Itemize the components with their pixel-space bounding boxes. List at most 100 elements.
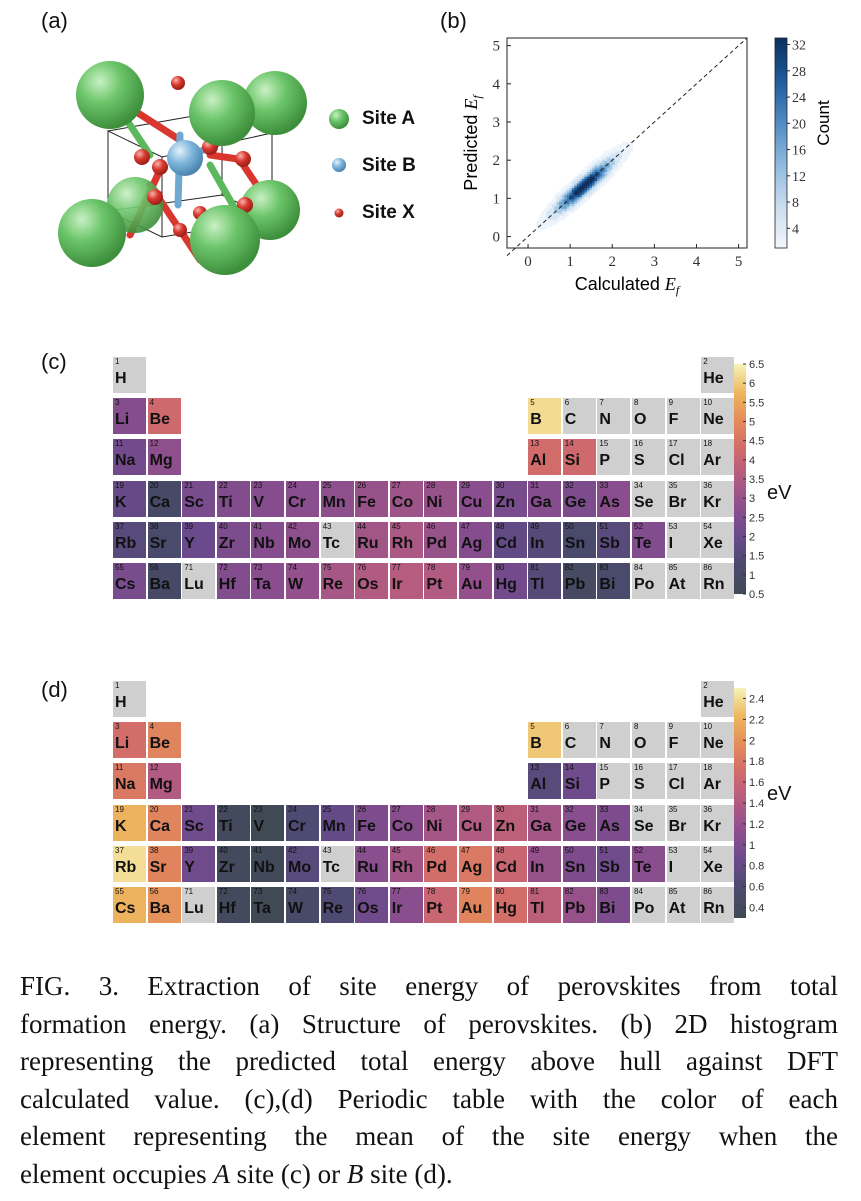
atomic-number: 21 [184,804,194,814]
histogram-bin [594,160,598,163]
histogram-bin [612,153,616,156]
histogram-bin [594,164,598,168]
histogram-bin [546,206,550,209]
element-symbol: At [668,900,686,917]
histogram-bin [624,141,628,145]
histogram-bin [617,144,621,147]
histogram-bin [612,146,616,150]
histogram-bin [584,169,588,173]
atomic-number: 1 [115,681,120,690]
histogram-bin [604,176,608,179]
element-symbol: Ni [426,493,443,511]
histogram-bin [599,162,603,166]
histogram-bin [576,185,580,189]
element-symbol: Ar [703,452,721,470]
y-tick-label: 3 [493,115,501,131]
histogram-bin [556,212,560,216]
histogram-bin [612,173,616,177]
element-cell-ne: 10 Ne [701,722,735,759]
element-symbol: Sr [149,534,167,552]
element-cell-sr: 38 Sr [147,521,181,558]
element-cell-he: 2 He [701,357,735,393]
element-cell-cd: 48 Cd [493,521,527,558]
panel-d-label: (d) [41,677,68,702]
element-symbol: Pt [426,576,443,593]
histogram-bin [536,219,540,223]
histogram-bin [599,176,603,179]
histogram-bin [556,206,560,209]
element-symbol: Zn [495,817,516,835]
element-cell-xe: 54 Xe [701,845,735,882]
histogram-bin [561,199,565,202]
atomic-number: 76 [357,887,367,896]
histogram-bin [576,178,580,182]
element-symbol: Ge [564,493,587,511]
histogram-bin [559,199,563,202]
histogram-bin [546,210,550,214]
histogram-bin [589,192,593,195]
histogram-bin [579,183,583,186]
atomic-number: 73 [253,563,263,572]
atomic-number: 79 [461,563,470,572]
element-symbol: Pd [426,858,447,876]
site-x-icon [334,208,344,218]
histogram-bin [559,215,563,218]
histogram-bin [599,171,603,175]
element-cell-co: 27 Co [389,480,423,517]
element-cell-au: 79 Au [459,887,492,923]
atomic-number: 27 [391,804,401,814]
histogram-bin [579,180,583,184]
atomic-number: 2 [703,681,708,690]
legend-site-a: Site A [362,108,416,129]
perovskite-structure [58,61,307,275]
histogram-bin [619,146,623,150]
element-symbol: Na [115,452,136,470]
atomic-number: 74 [288,887,297,896]
atomic-number: 2 [703,357,708,366]
histogram-bin [536,226,540,230]
histogram-bin [602,176,606,179]
histogram-bin [541,226,545,230]
histogram-bin [581,189,585,193]
histogram-bin [574,201,578,205]
atomic-number: 77 [391,563,401,572]
element-symbol: Os [357,576,379,593]
atomic-number: 31 [530,480,540,490]
histogram-bin [612,160,616,163]
colorbar-tick-label: 12 [792,170,806,185]
histogram-bin [546,208,550,211]
element-cell-se: 34 Se [632,804,665,841]
histogram-bin [561,203,565,207]
element-cell-y: 39 Y [182,521,216,558]
histogram-bin [564,196,568,200]
histogram-bin [589,185,593,189]
histogram-bin [544,215,547,218]
element-cell-fe: 26 Fe [355,480,389,517]
element-cell-in: 49 In [528,521,562,558]
histogram-bin [607,157,611,161]
parity-line [506,37,748,257]
histogram-bin [584,196,588,200]
element-symbol: Lu [184,900,204,917]
histogram-bin [619,155,623,159]
element-symbol: Cr [288,493,306,511]
element-cell-ge: 32 Ge [562,480,596,517]
histogram-bin [597,169,601,173]
element-symbol: Ca [149,817,171,835]
histogram-bin [566,203,570,207]
element-cell-mo: 42 Mo [286,521,319,558]
histogram-bin [576,176,580,179]
atomic-number: 24 [288,804,297,814]
atomic-number: 22 [218,804,228,814]
element-symbol: Ir [391,900,403,917]
histogram-bin [587,185,590,189]
histogram-bin [579,194,583,198]
element-symbol: Ar [703,776,721,794]
histogram-bin [581,171,585,175]
histogram-bin [584,185,588,189]
atomic-number: 38 [149,845,159,855]
element-cell-i: 53 I [666,521,700,558]
element-cell-ir: 77 Ir [389,887,423,923]
element-symbol: Os [357,900,379,917]
